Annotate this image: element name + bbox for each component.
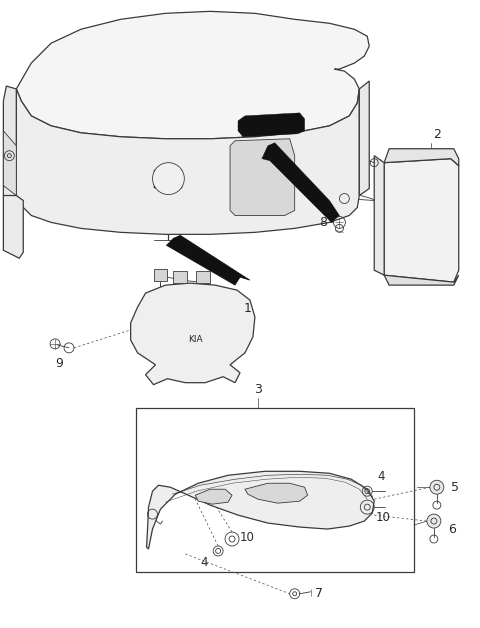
Circle shape [153, 163, 184, 195]
Polygon shape [230, 139, 295, 215]
Circle shape [430, 480, 444, 494]
Text: 7: 7 [314, 587, 323, 600]
Polygon shape [151, 157, 223, 203]
Text: 8: 8 [320, 216, 327, 229]
Bar [173, 271, 187, 283]
Text: 1: 1 [244, 301, 252, 315]
Text: 4: 4 [200, 556, 208, 570]
Polygon shape [155, 170, 182, 188]
Polygon shape [167, 236, 250, 285]
Polygon shape [384, 275, 459, 285]
Text: 10: 10 [375, 511, 390, 524]
Text: 2: 2 [433, 127, 441, 141]
Polygon shape [384, 159, 459, 282]
Text: 10: 10 [240, 531, 255, 543]
Polygon shape [384, 149, 459, 166]
Polygon shape [374, 156, 384, 275]
Bar [136, 408, 414, 572]
Text: 9: 9 [55, 357, 63, 371]
Polygon shape [360, 81, 369, 195]
Polygon shape [16, 89, 360, 234]
Bar [310, 169, 344, 187]
Polygon shape [195, 489, 232, 504]
Polygon shape [3, 195, 23, 258]
Text: KIA: KIA [188, 335, 203, 344]
Polygon shape [238, 113, 305, 137]
Polygon shape [262, 143, 339, 222]
Text: 3: 3 [254, 382, 262, 396]
Polygon shape [146, 471, 374, 549]
Bar [5, 236, 19, 249]
Polygon shape [131, 283, 255, 385]
Polygon shape [245, 484, 308, 503]
Bar [196, 271, 210, 283]
Polygon shape [3, 131, 16, 195]
Text: 6: 6 [448, 522, 456, 536]
Text: 4: 4 [377, 470, 384, 483]
Polygon shape [16, 11, 369, 139]
Circle shape [427, 514, 441, 528]
Text: 5: 5 [451, 480, 459, 494]
Bar [154, 269, 168, 281]
Polygon shape [3, 86, 16, 200]
Bar [310, 143, 344, 165]
